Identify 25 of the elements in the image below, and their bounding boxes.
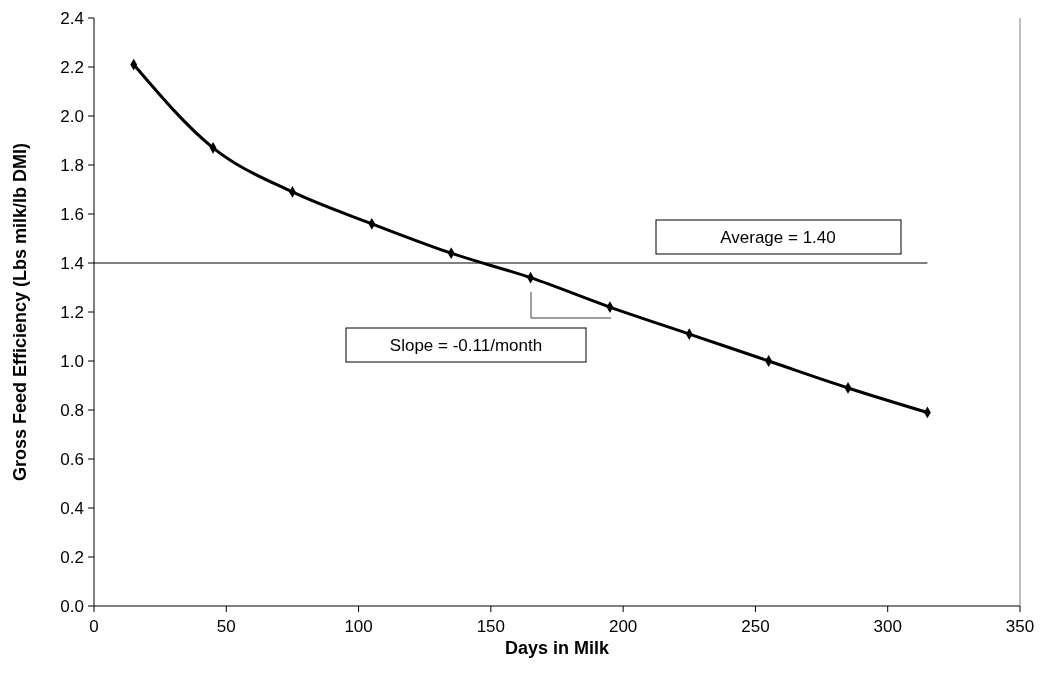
x-tick-label: 0: [89, 617, 99, 636]
y-tick-label: 0.8: [60, 400, 84, 420]
x-tick-label: 200: [608, 617, 638, 636]
y-tick-label: 1.0: [60, 351, 84, 371]
x-axis-title: Days in Milk: [504, 638, 610, 658]
y-tick-label: 1.6: [60, 204, 84, 224]
y-tick-label: 0.4: [60, 498, 84, 518]
annotation: Slope = -0.11/month: [389, 335, 543, 355]
ref-line-label: Average = 1.40: [720, 227, 836, 247]
x-tick-label: 350: [1005, 617, 1035, 636]
y-tick-label: 2.4: [60, 8, 84, 28]
x-tick-label: 300: [873, 617, 902, 636]
x-tick-label: 250: [741, 617, 770, 636]
y-tick-label: 1.2: [60, 302, 84, 322]
y-tick-label: 2.2: [60, 57, 84, 77]
y-axis-title: Gross Feed Efficiency (Lbs milk/lb DMI): [10, 142, 30, 482]
x-tick-label: 150: [476, 617, 506, 636]
y-tick-label: 0.2: [60, 547, 84, 567]
x-tick-label: 50: [216, 617, 236, 636]
y-tick-label: 1.4: [60, 253, 84, 273]
y-tick-label: 1.8: [60, 155, 84, 175]
y-tick-label: 0.0: [60, 596, 84, 616]
y-tick-label: 2.0: [60, 106, 84, 126]
x-tick-label: 100: [344, 617, 373, 636]
y-tick-label: 0.6: [60, 449, 84, 469]
